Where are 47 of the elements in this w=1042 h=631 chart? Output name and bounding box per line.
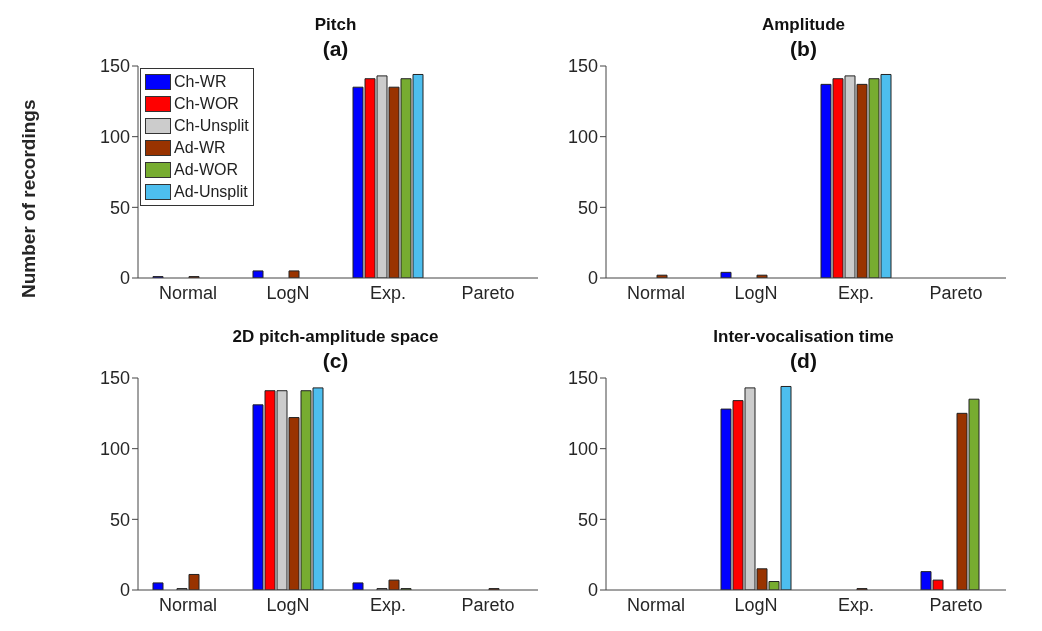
legend-label: Ad-Unsplit bbox=[174, 182, 248, 202]
y-tick-label: 150 bbox=[567, 56, 598, 77]
legend-label: Ad-WR bbox=[174, 138, 226, 158]
x-tick-label: Exp. bbox=[369, 282, 407, 303]
x-tick-label: Normal bbox=[626, 282, 686, 303]
y-tick-label: 100 bbox=[567, 439, 598, 460]
x-tick-label: Pareto bbox=[461, 594, 515, 615]
x-tick-label: Exp. bbox=[837, 282, 875, 303]
chart-subtitle: (a) bbox=[321, 36, 350, 62]
y-tick-label: 50 bbox=[577, 509, 598, 530]
x-tick-label: Normal bbox=[158, 594, 218, 615]
chart-subtitle: (c) bbox=[321, 348, 350, 374]
legend-label: Ad-WOR bbox=[174, 160, 238, 180]
y-tick-label: 150 bbox=[99, 368, 130, 389]
chart-title: 2D pitch-amplitude space bbox=[231, 326, 440, 348]
y-tick-label: 0 bbox=[119, 580, 130, 601]
x-tick-label: Pareto bbox=[461, 282, 515, 303]
x-tick-label: Exp. bbox=[837, 594, 875, 615]
y-tick-label: 100 bbox=[99, 127, 130, 148]
x-tick-label: Pareto bbox=[929, 594, 983, 615]
legend-label: Ch-WOR bbox=[174, 94, 239, 114]
y-axis-title: Number of recordings bbox=[18, 99, 40, 298]
x-tick-label: LogN bbox=[266, 594, 310, 615]
x-tick-label: Exp. bbox=[369, 594, 407, 615]
chart-subtitle: (b) bbox=[789, 36, 818, 62]
x-tick-label: LogN bbox=[734, 594, 778, 615]
y-tick-label: 50 bbox=[577, 197, 598, 218]
x-tick-label: Normal bbox=[626, 594, 686, 615]
x-tick-label: Pareto bbox=[929, 282, 983, 303]
y-tick-label: 100 bbox=[567, 127, 598, 148]
chart-title: Amplitude bbox=[760, 14, 847, 36]
y-tick-label: 50 bbox=[109, 509, 130, 530]
chart-title: Inter-vocalisation time bbox=[712, 326, 895, 348]
y-tick-label: 0 bbox=[587, 580, 598, 601]
chart-title: Pitch bbox=[313, 14, 358, 36]
legend-label: Ch-Unsplit bbox=[174, 116, 249, 136]
x-tick-label: Normal bbox=[158, 282, 218, 303]
y-tick-label: 150 bbox=[99, 56, 130, 77]
y-tick-label: 50 bbox=[109, 197, 130, 218]
y-tick-label: 100 bbox=[99, 439, 130, 460]
y-tick-label: 0 bbox=[119, 268, 130, 289]
x-tick-label: LogN bbox=[266, 282, 310, 303]
chart-subtitle: (d) bbox=[789, 348, 818, 374]
legend-label: Ch-WR bbox=[174, 72, 227, 92]
x-tick-label: LogN bbox=[734, 282, 778, 303]
y-tick-label: 0 bbox=[587, 268, 598, 289]
y-tick-label: 150 bbox=[567, 368, 598, 389]
